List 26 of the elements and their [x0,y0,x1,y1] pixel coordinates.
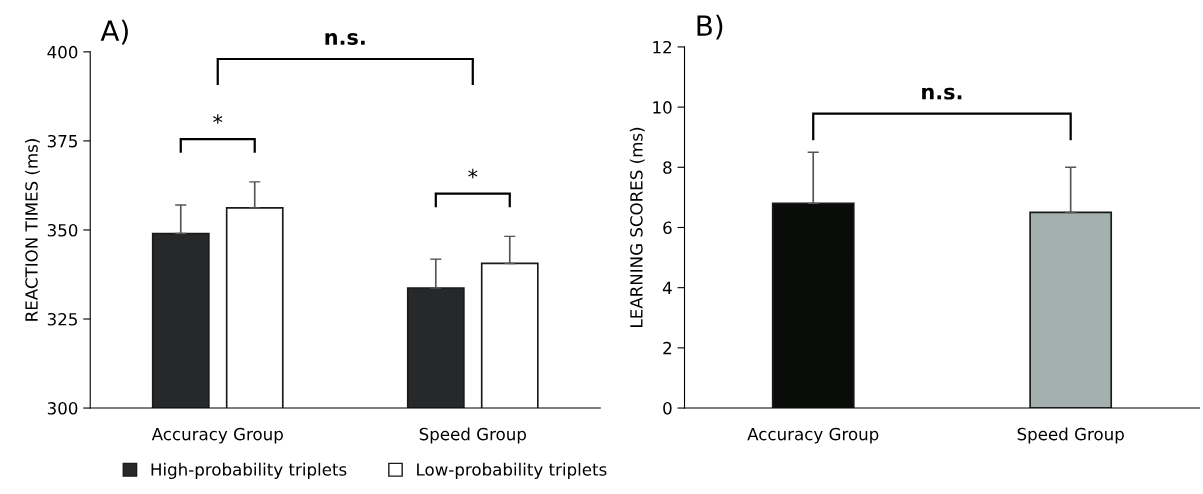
annotation: * [213,114,223,124]
x-tick-label: Accuracy Group [747,427,879,444]
x-tick-label: Accuracy Group [151,427,283,444]
annotation: n.s. [922,87,962,100]
y-axis-title: LEARNING SCORES (ms) [629,127,645,327]
y-tick-label: 6 [663,221,672,235]
x-tick-label: Speed Group [419,427,526,444]
x-tick-label: Speed Group [1017,427,1124,444]
y-tick-label: 8 [663,161,672,174]
legend-label: High-probability triplets [151,462,347,479]
y-tick-label: 4 [662,281,672,294]
y-tick-label: 350 [47,223,78,237]
y-tick-label: 375 [47,134,77,148]
legend-label: Low-probability triplets [417,462,607,479]
y-tick-label: 325 [47,312,77,326]
y-tick-label: 2 [663,341,672,355]
annotation: * [468,168,478,179]
y-axis-title: REACTION TIMES (ms) [24,139,40,321]
y-tick-label: 400 [47,45,78,59]
y-tick-label: 0 [663,402,672,415]
y-tick-label: 300 [47,402,78,415]
text: n.s. [325,33,365,45]
chart-title: A) [100,19,128,45]
y-tick-label: 12 [653,40,672,54]
y-tick-label: 10 [653,101,672,114]
chart-title: B) [697,14,723,40]
